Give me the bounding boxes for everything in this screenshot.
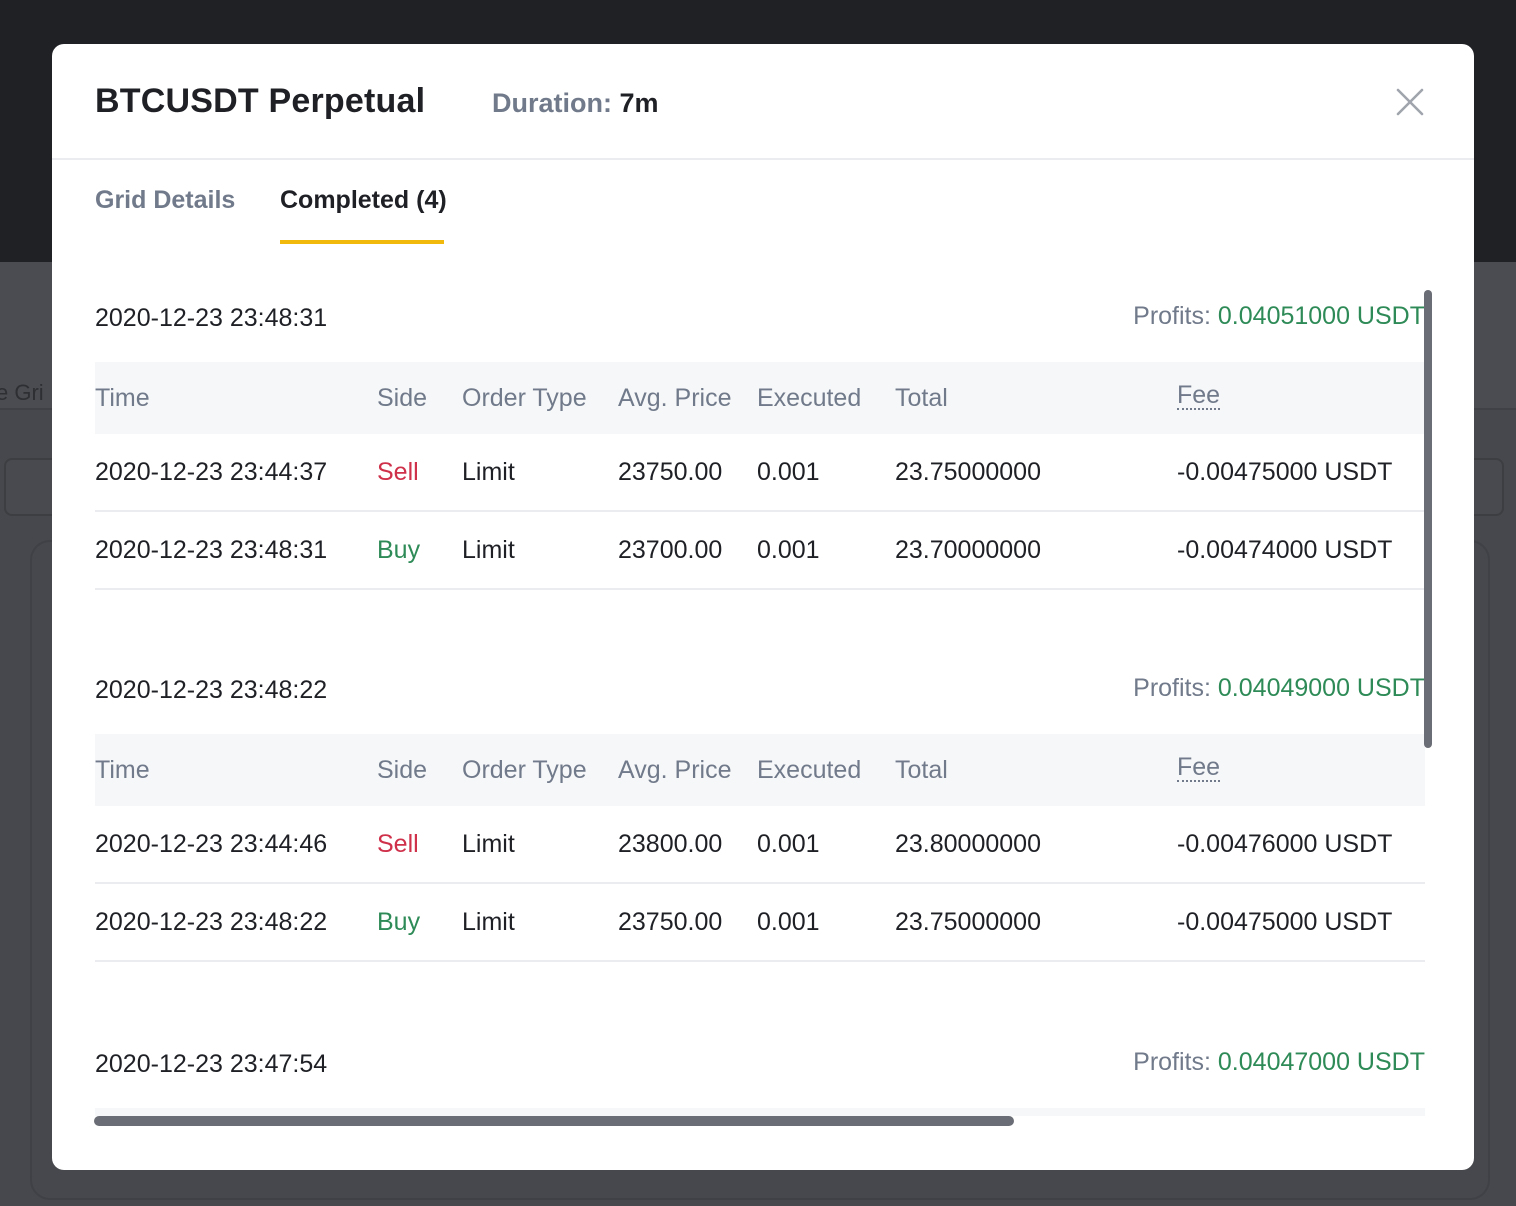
cell-order-type: Limit: [462, 908, 515, 936]
table-header: Time Side Order Type Avg. Price Executed…: [95, 734, 1425, 806]
cell-time: 2020-12-23 23:44:46: [95, 830, 328, 858]
column-header-avg-price: Avg. Price: [618, 756, 732, 784]
close-icon: [1396, 88, 1424, 116]
duration: Duration: 7m: [492, 88, 659, 119]
vertical-scrollbar[interactable]: [1424, 290, 1432, 748]
cell-time: 2020-12-23 23:48:31: [95, 536, 328, 564]
active-tab-indicator: [280, 240, 444, 244]
group-profit: Profits: 0.04051000 USDT: [1133, 302, 1425, 331]
modal-header: BTCUSDT Perpetual Duration: 7m: [52, 44, 1474, 160]
column-header-side: Side: [377, 384, 428, 412]
column-header-order-type: Order Type: [462, 384, 587, 412]
column-header-avg-price: Avg. Price: [618, 384, 732, 412]
cell-avg-price: 23750.00: [618, 458, 723, 486]
group-profit: Profits: 0.04049000 USDT: [1133, 674, 1425, 703]
profit-value: 0.04049000 USDT: [1217, 674, 1425, 702]
table-header: [95, 1108, 1425, 1116]
duration-label: Duration:: [492, 88, 612, 118]
cell-total: 23.70000000: [895, 536, 1041, 564]
cell-time: 2020-12-23 23:48:22: [95, 908, 328, 936]
column-header-side: Side: [377, 756, 428, 784]
cell-executed: 0.001: [757, 458, 820, 486]
cell-avg-price: 23700.00: [618, 536, 723, 564]
completed-list[interactable]: 2020-12-23 23:48:31 Profits: 0.04051000 …: [95, 290, 1425, 1116]
cell-order-type: Limit: [462, 536, 515, 564]
close-button[interactable]: [1392, 84, 1428, 120]
profit-value: 0.04051000 USDT: [1217, 302, 1425, 330]
cell-side: Sell: [377, 830, 419, 858]
table-row: 2020-12-23 23:44:46 Sell Limit 23800.00 …: [95, 806, 1425, 884]
cell-side: Buy: [377, 908, 421, 936]
cell-time: 2020-12-23 23:44:37: [95, 458, 328, 486]
cell-fee: -0.00476000 USDT: [1177, 830, 1393, 858]
cell-executed: 0.001: [757, 536, 820, 564]
table-header: Time Side Order Type Avg. Price Executed…: [95, 362, 1425, 434]
profit-label: Profits:: [1133, 674, 1211, 702]
column-header-executed: Executed: [757, 384, 862, 412]
cell-total: 23.75000000: [895, 908, 1041, 936]
cell-executed: 0.001: [757, 830, 820, 858]
column-header-time: Time: [95, 384, 150, 412]
order-history-modal: BTCUSDT Perpetual Duration: 7m Grid Deta…: [52, 44, 1474, 1170]
group-profit: Profits: 0.04047000 USDT: [1133, 1048, 1425, 1077]
column-header-total: Total: [895, 384, 948, 412]
cell-total: 23.75000000: [895, 458, 1041, 486]
cell-side: Buy: [377, 536, 421, 564]
profit-label: Profits:: [1133, 1048, 1211, 1076]
column-header-executed: Executed: [757, 756, 862, 784]
group-time: 2020-12-23 23:48:22: [95, 676, 328, 704]
table-row: 2020-12-23 23:48:22 Buy Limit 23750.00 0…: [95, 884, 1425, 962]
column-header-order-type: Order Type: [462, 756, 587, 784]
tab-grid-details[interactable]: Grid Details: [95, 186, 236, 214]
tab-completed[interactable]: Completed (4): [280, 186, 447, 214]
table-row: 2020-12-23 23:48:31 Buy Limit 23700.00 0…: [95, 512, 1425, 590]
duration-value: 7m: [619, 88, 659, 118]
cell-fee: -0.00474000 USDT: [1177, 536, 1393, 564]
profit-value: 0.04047000 USDT: [1217, 1048, 1425, 1076]
cell-fee: -0.00475000 USDT: [1177, 908, 1393, 936]
cell-avg-price: 23800.00: [618, 830, 723, 858]
cell-avg-price: 23750.00: [618, 908, 723, 936]
cell-total: 23.80000000: [895, 830, 1041, 858]
cell-executed: 0.001: [757, 908, 820, 936]
group-time: 2020-12-23 23:47:54: [95, 1050, 328, 1078]
group-time: 2020-12-23 23:48:31: [95, 304, 328, 332]
table-row: 2020-12-23 23:44:37 Sell Limit 23750.00 …: [95, 434, 1425, 512]
background-text: e Gri: [0, 380, 44, 405]
column-header-total: Total: [895, 756, 948, 784]
profit-label: Profits:: [1133, 302, 1211, 330]
column-header-fee[interactable]: Fee: [1177, 381, 1221, 410]
cell-order-type: Limit: [462, 830, 515, 858]
cell-order-type: Limit: [462, 458, 515, 486]
column-header-time: Time: [95, 756, 150, 784]
column-header-fee[interactable]: Fee: [1177, 753, 1221, 782]
modal-title: BTCUSDT Perpetual: [95, 82, 426, 120]
cell-fee: -0.00475000 USDT: [1177, 458, 1393, 486]
horizontal-scrollbar[interactable]: [94, 1116, 1014, 1126]
cell-side: Sell: [377, 458, 419, 486]
